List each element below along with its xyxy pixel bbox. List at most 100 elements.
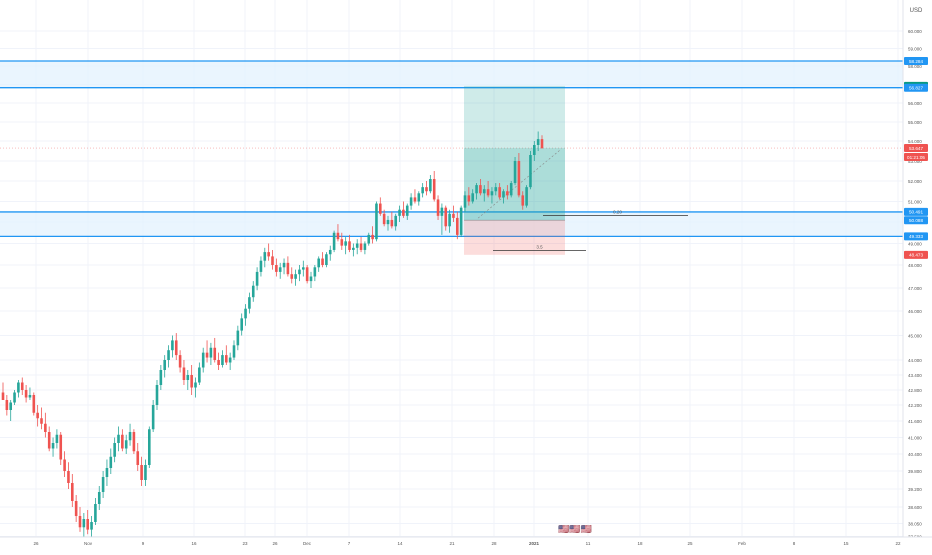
price-level-label: 50.088: [909, 218, 923, 223]
candle-body: [332, 232, 336, 250]
candle: [467, 187, 471, 206]
candle-body: [348, 241, 351, 250]
candle-body: [302, 267, 305, 270]
annotations[interactable]: 0.20 3.5: [493, 210, 688, 251]
price-tick-label: 53.000: [908, 159, 922, 164]
candle: [463, 191, 467, 212]
candle-body: [78, 516, 82, 528]
candle: [155, 380, 159, 410]
candle: [375, 201, 378, 242]
candle: [44, 412, 47, 438]
candle: [259, 256, 263, 277]
candle: [182, 360, 186, 385]
candle: [228, 352, 232, 370]
candle: [321, 252, 324, 268]
candle-body: [525, 187, 528, 206]
candle-body: [94, 504, 97, 522]
candle: [305, 265, 309, 284]
candle-body: [136, 451, 140, 465]
price-tick-label: 49.000: [908, 242, 922, 247]
candle-body: [379, 203, 382, 214]
candle-body: [182, 367, 186, 380]
candle: [71, 474, 74, 507]
candle-body: [167, 350, 170, 360]
candle-body: [159, 370, 163, 385]
candle: [421, 183, 424, 198]
candle: [529, 151, 532, 190]
candle-body: [124, 440, 128, 449]
candle: [5, 395, 9, 416]
time-tick-label: Dec: [303, 541, 312, 546]
candle: [194, 377, 197, 398]
candle: [136, 443, 140, 471]
currency-label: USD: [910, 8, 923, 14]
time-tick-label: 16: [191, 541, 197, 546]
candle-body: [198, 367, 201, 383]
price-tick-label: 58.000: [908, 64, 922, 69]
candle: [121, 429, 124, 452]
candle: [124, 434, 128, 454]
price-level-badge: [904, 144, 928, 153]
candle-body: [5, 400, 9, 410]
candle-body: [440, 207, 444, 216]
candle-body: [278, 267, 282, 272]
candle: [174, 333, 178, 360]
candle-body: [282, 262, 286, 268]
candle: [24, 385, 28, 403]
time-axis[interactable]: 26 Nov 9 16 23 26 Dec 7 14 21 28 2021 11 18 25 Feb 8 15 22: [0, 536, 932, 550]
candle: [97, 486, 101, 510]
candle: [352, 243, 355, 257]
price-tick-label: 42.200: [908, 403, 922, 408]
position-tool[interactable]: [464, 85, 565, 255]
candle-body: [36, 412, 39, 419]
candle-body: [267, 252, 270, 257]
price-level-badge: [904, 232, 928, 241]
time-axis-bg: [0, 537, 932, 550]
candle: [1, 382, 5, 400]
candle-body: [228, 357, 232, 363]
candle: [521, 191, 525, 210]
candle-body: [429, 179, 432, 192]
candle: [171, 335, 174, 358]
economic-events-icon[interactable]: 🇺🇸🇺🇸🇺🇸: [558, 524, 592, 534]
candle-body: [82, 519, 86, 528]
price-tick-label: 45.000: [908, 334, 922, 339]
candle-body: [386, 219, 390, 225]
price-tick-label: 38.050: [908, 522, 922, 527]
candle: [59, 432, 63, 465]
candle: [502, 189, 505, 204]
position-profit-zone: [464, 85, 565, 149]
candle-body: [74, 501, 78, 516]
candle: [405, 203, 409, 220]
candle: [271, 249, 274, 270]
candle-body: [148, 429, 151, 465]
candle-body: [275, 265, 278, 272]
candle: [267, 243, 270, 261]
candle-body: [86, 519, 89, 530]
time-tick-label: 11: [586, 541, 591, 546]
countdown-badge: [904, 153, 928, 162]
candle-body: [471, 193, 474, 202]
candle-body: [425, 187, 428, 192]
candle: [290, 267, 294, 284]
time-tick-label: 8: [793, 541, 796, 546]
price-tick-label: 38.600: [908, 505, 922, 510]
candle-body: [536, 139, 540, 145]
candle: [371, 226, 374, 244]
price-axis[interactable]: 60.00059.00058.00057.00056.00055.00054.0…: [902, 0, 932, 550]
candle: [355, 239, 359, 255]
candle-body: [209, 347, 213, 358]
candle: [394, 213, 397, 231]
candle: [251, 281, 255, 302]
candle: [232, 340, 236, 360]
candle: [517, 153, 521, 198]
candle: [82, 513, 86, 537]
candle-body: [63, 459, 66, 471]
candle: [47, 426, 51, 452]
candle-body: [294, 274, 297, 279]
candle-body: [144, 465, 147, 480]
candle-body: [317, 258, 320, 268]
candle: [105, 459, 109, 486]
